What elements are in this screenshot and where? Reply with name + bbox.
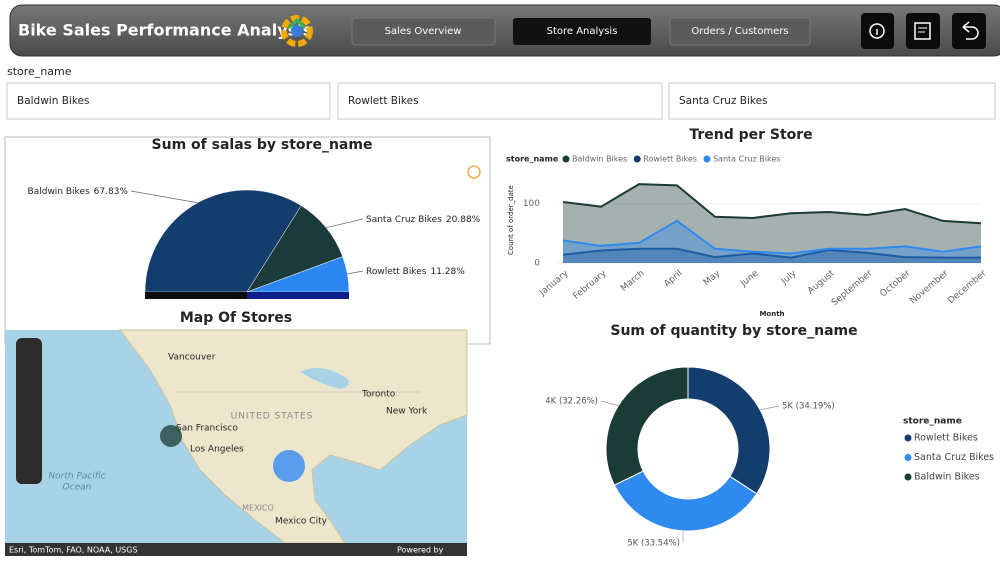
map-region: MEXICO (242, 504, 274, 513)
logo (281, 15, 313, 47)
legend-title: store_name (903, 417, 962, 427)
nav-label[interactable]: Orders / Customers (691, 26, 788, 37)
data-label: Baldwin Bikes 67.83% (28, 187, 129, 197)
nav-label[interactable]: Store Analysis (547, 26, 618, 37)
pie-base (145, 292, 247, 299)
area-line (562, 183, 982, 225)
slicer-option[interactable] (668, 82, 996, 120)
slicer-option[interactable] (337, 82, 663, 120)
legend-swatch (633, 155, 641, 163)
legend-swatch (904, 434, 912, 442)
slicer-label: store_name (7, 65, 72, 78)
legend-title: store_name (506, 155, 559, 164)
nav-tab[interactable] (669, 17, 811, 46)
map-place: New York (386, 407, 428, 417)
data-label: 4K (32.26%) (545, 397, 598, 407)
y-tick-label: 100 (523, 199, 540, 209)
data-label-part: Rowlett Bikes (366, 267, 427, 277)
data-label-part: 67.83% (94, 187, 129, 197)
area-line (562, 219, 982, 255)
data-label: Rowlett Bikes 11.28% (366, 267, 465, 277)
legend-swatch (904, 454, 912, 461)
map (5, 329, 468, 556)
map-place: Vancouver (168, 353, 216, 363)
x-axis-label: Month (759, 310, 784, 318)
x-tick-label: May (702, 268, 723, 288)
leader-line (600, 400, 619, 406)
legend-swatch (904, 473, 912, 481)
app-title: Bike Sales Performance Analysis (18, 21, 312, 40)
slicer-option-label[interactable]: Baldwin Bikes (17, 95, 89, 107)
area-fill (563, 184, 981, 263)
map-place: Toronto (361, 390, 396, 400)
chart-title: Sum of quantity by store_name (610, 323, 857, 339)
leader-line (326, 218, 364, 229)
donut-slice (687, 366, 771, 495)
leader-line (130, 190, 198, 204)
legend-label: Baldwin Bikes (914, 472, 980, 483)
info-button[interactable] (861, 13, 894, 49)
x-tick-label: August (806, 268, 837, 296)
legend-label: Rowlett Bikes (914, 433, 978, 444)
nav-label[interactable]: Sales Overview (385, 26, 462, 37)
x-tick-label: September (830, 268, 875, 308)
x-tick-label: March (619, 269, 646, 294)
slicer-option-label[interactable]: Rowlett Bikes (348, 95, 419, 107)
data-label: Santa Cruz Bikes 20.88% (366, 215, 481, 225)
leader-line (347, 270, 364, 275)
map-title: Map Of Stores (180, 310, 292, 326)
map-powered: Powered by (397, 546, 444, 555)
legend-label: Baldwin Bikes (572, 155, 627, 164)
legend-label: Rowlett Bikes (643, 155, 697, 164)
donut-slice (613, 470, 758, 532)
report-button[interactable] (906, 13, 940, 49)
legend-label: Santa Cruz Bikes (713, 155, 780, 164)
slicer-option[interactable] (6, 82, 331, 120)
map-place: Mexico City (275, 517, 328, 527)
chart-title: Trend per Store (689, 127, 812, 143)
y-axis-label: Count of order_date (507, 185, 515, 255)
pie-slice (246, 256, 350, 293)
area-fill (563, 220, 981, 263)
map-attribution: Esri, TomTom, FAO, NOAA, USGS (9, 546, 138, 555)
nav-tab-active[interactable] (513, 18, 651, 45)
data-label-part: 20.88% (446, 215, 481, 225)
nav-tab[interactable] (351, 17, 496, 46)
map-region: UNITED STATES (231, 412, 314, 422)
data-label: 5K (33.54%) (627, 539, 680, 549)
back-button[interactable] (952, 13, 986, 49)
legend-label: Santa Cruz Bikes (914, 452, 994, 463)
x-tick-label: February (572, 268, 609, 302)
x-tick-label: July (779, 268, 799, 287)
help-icon[interactable] (467, 165, 481, 179)
map-place: Los Angeles (190, 445, 244, 455)
slicer-option-label[interactable]: Santa Cruz Bikes (679, 95, 768, 107)
data-label: 5K (34.19%) (782, 402, 835, 412)
data-label-part: Baldwin Bikes (28, 187, 90, 197)
y-tick-label: 0 (534, 259, 540, 269)
x-tick-label: April (662, 269, 684, 290)
legend-swatch (562, 155, 570, 163)
data-label-part: Santa Cruz Bikes (366, 215, 442, 225)
map-place: San Francisco (176, 424, 238, 434)
pie-base (247, 292, 349, 299)
area-line (562, 247, 981, 259)
x-tick-label: June (738, 268, 761, 289)
x-tick-label: December (946, 268, 988, 306)
donut-slice (605, 366, 689, 486)
map-region: North Pacific (48, 472, 105, 482)
legend-swatch (703, 155, 711, 163)
leader-line (760, 405, 780, 411)
x-tick-label: November (908, 268, 951, 306)
data-label-part: 11.28% (430, 267, 465, 277)
x-tick-label: October (879, 268, 913, 299)
x-tick-label: January (537, 268, 571, 299)
map-region: Ocean (63, 483, 92, 493)
chart-title: Sum of salas by store_name (152, 137, 373, 153)
